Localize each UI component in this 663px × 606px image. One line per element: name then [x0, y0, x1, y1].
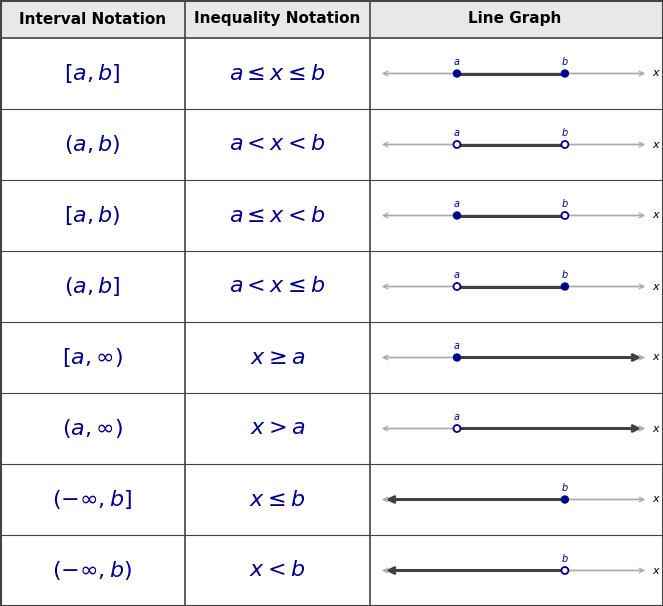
Circle shape: [562, 567, 568, 574]
Circle shape: [562, 212, 568, 219]
Text: $(a, b]$: $(a, b]$: [64, 275, 121, 298]
Circle shape: [562, 141, 568, 148]
Circle shape: [453, 70, 461, 77]
Text: a: a: [454, 412, 460, 422]
Circle shape: [562, 70, 568, 77]
Text: $x > a$: $x > a$: [250, 418, 305, 439]
Text: $(a, \infty)$: $(a, \infty)$: [62, 417, 123, 440]
Text: b: b: [562, 483, 568, 493]
Text: $(-\infty, b]$: $(-\infty, b]$: [52, 488, 133, 511]
Text: $a < x \leq b$: $a < x \leq b$: [229, 276, 326, 298]
Text: $x \geq a$: $x \geq a$: [250, 347, 305, 368]
Text: b: b: [562, 270, 568, 280]
Text: Interval Notation: Interval Notation: [19, 12, 166, 27]
Text: a: a: [454, 270, 460, 280]
Text: $a < x < b$: $a < x < b$: [229, 133, 326, 156]
Text: $[a, \infty)$: $[a, \infty)$: [62, 346, 123, 369]
Text: $x$: $x$: [652, 353, 661, 362]
Text: Line Graph: Line Graph: [468, 12, 562, 27]
Text: b: b: [562, 57, 568, 67]
Text: $(-\infty, b)$: $(-\infty, b)$: [52, 559, 133, 582]
Circle shape: [562, 283, 568, 290]
Text: $x$: $x$: [652, 282, 661, 291]
Text: $x$: $x$: [652, 494, 661, 505]
Circle shape: [453, 141, 461, 148]
Text: a: a: [454, 57, 460, 67]
Text: $x$: $x$: [652, 139, 661, 150]
Text: a: a: [454, 128, 460, 138]
Circle shape: [453, 212, 461, 219]
Text: $x$: $x$: [652, 210, 661, 221]
Circle shape: [453, 283, 461, 290]
Circle shape: [562, 496, 568, 503]
Text: b: b: [562, 128, 568, 138]
Text: $x$: $x$: [652, 68, 661, 79]
Circle shape: [453, 354, 461, 361]
Text: $x < b$: $x < b$: [249, 559, 306, 582]
Text: $[a, b]$: $[a, b]$: [64, 62, 121, 85]
Text: b: b: [562, 554, 568, 564]
Text: $a \leq x < b$: $a \leq x < b$: [229, 204, 326, 227]
Text: $[a, b)$: $[a, b)$: [64, 204, 121, 227]
Text: $x$: $x$: [652, 424, 661, 433]
Circle shape: [453, 425, 461, 432]
Text: Inequality Notation: Inequality Notation: [194, 12, 361, 27]
Text: $x \leq b$: $x \leq b$: [249, 488, 306, 510]
Text: $a \leq x \leq b$: $a \leq x \leq b$: [229, 62, 326, 84]
Text: a: a: [454, 341, 460, 351]
Text: $x$: $x$: [652, 565, 661, 576]
Text: $(a, b)$: $(a, b)$: [64, 133, 121, 156]
Text: b: b: [562, 199, 568, 209]
Bar: [1, 1, 662, 38]
Text: a: a: [454, 199, 460, 209]
